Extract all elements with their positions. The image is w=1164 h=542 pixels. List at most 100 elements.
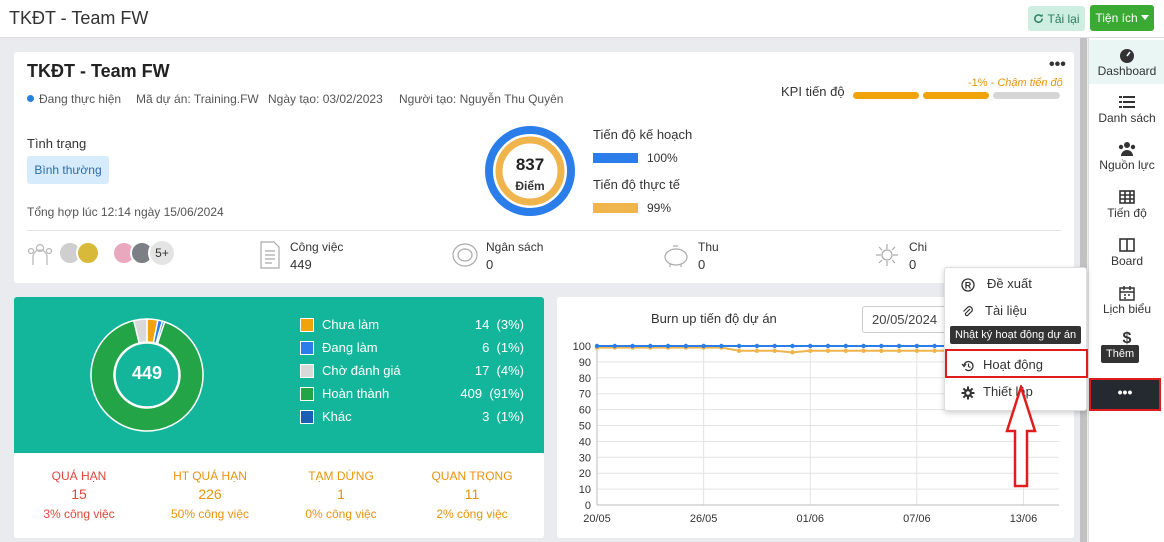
sidebar-label: Tiến độ — [1107, 206, 1147, 220]
menu-item-proposal[interactable]: R Đề xuất — [945, 272, 1086, 298]
legend-swatch — [300, 410, 314, 424]
legend-item: Đang làm 6 (1%) — [300, 339, 524, 357]
overdue-stat[interactable]: HT QUÁ HẠN 226 50% công việc — [145, 469, 275, 521]
stat-value: 15 — [71, 486, 87, 502]
summary-timestamp: Tổng hợp lúc 12:14 ngày 15/06/2024 — [27, 205, 224, 219]
legend-value: 3 (1%) — [482, 409, 524, 424]
stat-subtext: 2% công việc — [436, 507, 508, 521]
piggy-bank-icon — [664, 245, 688, 267]
more-members-badge[interactable]: 5+ — [148, 239, 176, 267]
stat-value: 11 — [464, 486, 480, 502]
calendar-icon — [1119, 286, 1135, 301]
data-point — [914, 348, 920, 353]
plan-progress-value: 100% — [647, 151, 678, 165]
actual-progress-label: Tiến độ thực tế — [593, 177, 680, 192]
plan-progress-swatch — [593, 153, 638, 163]
refresh-icon — [1034, 13, 1044, 23]
utility-dropdown-button[interactable]: Tiện ích — [1090, 5, 1154, 31]
data-point — [808, 343, 813, 349]
data-point — [701, 343, 706, 349]
stat-title: QUÁ HẠN — [51, 469, 107, 483]
legend-swatch — [300, 387, 314, 401]
data-point — [754, 348, 760, 353]
sidebar-item-list[interactable]: Danh sách — [1089, 93, 1164, 125]
budget-icon — [452, 243, 478, 267]
stat-value: 1 — [337, 486, 345, 502]
y-tick-label: 50 — [579, 421, 591, 433]
x-tick-label: 20/05 — [583, 513, 611, 525]
kpi-bar-segment — [853, 92, 919, 99]
stat-label: Ngân sách — [486, 240, 544, 254]
data-point — [879, 348, 884, 353]
gear-icon — [961, 386, 975, 400]
reload-button[interactable]: Tải lại — [1028, 6, 1085, 31]
legend-swatch — [300, 364, 314, 378]
sidebar-item-calendar[interactable]: Lịch biểu — [1089, 284, 1164, 316]
data-point — [612, 343, 617, 349]
divider — [27, 230, 1061, 231]
kpi-status: -1% - Chậm tiến độ — [968, 77, 1063, 89]
data-point — [843, 343, 848, 349]
data-point — [630, 343, 635, 349]
sidebar-item-progress[interactable]: Tiến độ — [1089, 188, 1164, 220]
sidebar-item-resources[interactable]: Nguồn lực — [1089, 140, 1164, 172]
data-point — [665, 343, 671, 349]
legend-value: 6 (1%) — [482, 340, 524, 355]
kpi-bar-segment — [993, 92, 1060, 99]
status-dot — [27, 95, 34, 102]
data-point — [736, 343, 742, 349]
project-status-text: Đang thực hiện — [39, 92, 122, 106]
actual-progress-swatch — [593, 203, 638, 213]
plan-progress-label: Tiến độ kế hoạch — [593, 127, 693, 142]
legend-swatch — [300, 318, 314, 332]
y-tick-label: 60 — [579, 405, 591, 417]
data-point — [790, 350, 795, 355]
dollar-icon[interactable]: $ — [1122, 330, 1132, 347]
x-tick-label: 01/06 — [796, 513, 824, 525]
list-icon — [1119, 96, 1135, 108]
overdue-stat[interactable]: TẠM DỪNG 1 0% công việc — [276, 469, 406, 521]
menu-item-documents[interactable]: Tài liệu — [945, 299, 1086, 325]
utility-label: Tiện ích — [1095, 11, 1138, 25]
stat-value: 0 — [909, 257, 917, 272]
overdue-stat[interactable]: QUAN TRỌNG 11 2% công việc — [407, 469, 537, 521]
x-tick-label: 26/05 — [690, 513, 718, 525]
stat-value: 0 — [486, 257, 494, 272]
kpi-value: -1% — [968, 77, 988, 89]
actual-progress-value: 99% — [647, 201, 672, 215]
kpi-bar-segment — [923, 92, 989, 99]
y-tick-label: 10 — [579, 484, 591, 496]
card-options-button[interactable]: ••• — [1049, 56, 1066, 73]
legend-value: 17 (4%) — [474, 363, 524, 378]
sidebar-item-board[interactable]: Board — [1089, 236, 1164, 268]
data-point — [790, 343, 795, 349]
stat-label: Chi — [909, 240, 928, 254]
highlight-box — [945, 349, 1088, 378]
sidebar-label: Board — [1110, 254, 1144, 268]
more-tooltip: Thêm — [1101, 345, 1140, 363]
data-point — [861, 348, 866, 353]
paperclip-icon — [963, 306, 973, 317]
kpi-label: KPI tiến độ — [781, 84, 845, 99]
overdue-stat[interactable]: QUÁ HẠN 15 3% công việc — [14, 469, 144, 521]
date-input[interactable]: 20/05/2024 — [862, 306, 952, 333]
sidebar-label: Nguồn lực — [1099, 158, 1155, 172]
task-summary-row: QUÁ HẠN 15 3% công việc HT QUÁ HẠN 226 50% cô… — [14, 453, 544, 538]
sidebar-item-dashboard[interactable]: Dashboard — [1089, 40, 1164, 84]
data-point — [825, 343, 831, 349]
legend-item: Chưa làm 14 (3%) — [300, 316, 524, 334]
menu-label: Tài liệu — [985, 303, 1027, 318]
legend-value: 14 (3%) — [474, 317, 524, 332]
legend-label: Chờ đánh giá — [322, 363, 401, 378]
legend-value: 409 (91%) — [460, 386, 524, 401]
stat-value: 0 — [698, 257, 706, 272]
data-point — [932, 343, 937, 349]
more-button[interactable]: ••• — [1089, 378, 1161, 411]
score-ring — [485, 126, 575, 216]
donut-slice — [90, 319, 204, 432]
legend-label: Đang làm — [322, 340, 378, 355]
menu-label: Hoạt động — [983, 357, 1043, 372]
menu-item-activity[interactable]: Hoạt động — [945, 353, 1086, 379]
avatar[interactable] — [76, 241, 100, 265]
data-point — [932, 348, 937, 353]
